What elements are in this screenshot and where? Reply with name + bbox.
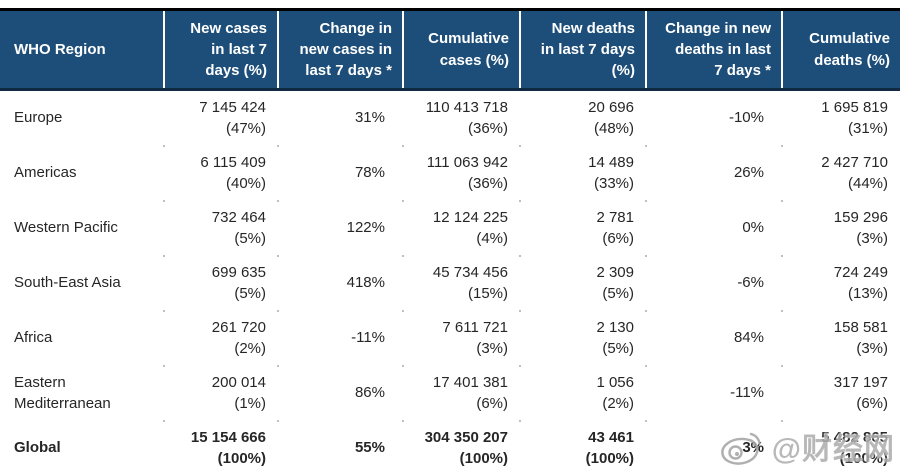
- table-row: Africa 261 720 (2%) -11% 7 611 721 (3%) 2 13…: [0, 310, 900, 366]
- cell-change-new-cases: 55%: [277, 420, 403, 470]
- cell-change-new-deaths: 0%: [645, 200, 782, 256]
- cell-new-deaths: 2 130 (5%): [519, 310, 646, 366]
- cell-new-cases: 15 154 666 (100%): [163, 420, 278, 470]
- cell-new-deaths: 14 489 (33%): [519, 145, 646, 201]
- cell-cumulative-deaths: 2 427 710 (44%): [781, 145, 900, 201]
- cell-new-deaths: 2 781 (6%): [519, 200, 646, 256]
- cell-change-new-deaths: 84%: [645, 310, 782, 366]
- cell-new-cases: 200 014 (1%): [163, 365, 278, 421]
- cell-cumulative-deaths: 1 695 819 (31%): [821, 99, 888, 137]
- table-row: Americas 6 115 409 (40%) 78% 111 063 942 (3…: [0, 145, 900, 201]
- cell-cumulative-deaths: 158 581 (3%): [781, 310, 900, 366]
- cell-cumulative-cases: 110 413 718 (36%): [425, 99, 508, 137]
- cell-region: Africa: [14, 329, 53, 347]
- table-row: Western Pacific 732 464 (5%) 122% 12 124 22…: [0, 200, 900, 256]
- column-header-cumulative-deaths: Cumulative deaths (%): [781, 8, 900, 91]
- who-region-data-table: WHO Region New cases in last 7 days (%) Ch…: [0, 8, 900, 470]
- cell-new-deaths: 20 696 (48%): [588, 99, 634, 137]
- cell-new-deaths: 2 309 (5%): [519, 255, 646, 311]
- column-header-who-region: WHO Region: [0, 8, 164, 91]
- cell-new-cases: 732 464 (5%): [163, 200, 278, 256]
- cell-region: Americas: [14, 164, 77, 182]
- table-row: Global 15 154 666 (100%) 55% 304 350 207 (1…: [0, 420, 900, 470]
- cell-change-new-deaths: 3%: [645, 420, 782, 470]
- column-header-cumulative-cases: Cumulative cases (%): [402, 8, 520, 91]
- cell-cumulative-deaths: 724 249 (13%): [781, 255, 900, 311]
- cell-change-new-cases: 31%: [354, 109, 385, 127]
- table-row: South-East Asia 699 635 (5%) 418% 45 734 45…: [0, 255, 900, 311]
- cell-new-cases: 699 635 (5%): [163, 255, 278, 311]
- cell-change-new-cases: 86%: [277, 365, 403, 421]
- table-body: Europe 7 145 424 (47%) 31% 110 413 718 (36%…: [0, 90, 900, 470]
- column-header-new-cases: New cases in last 7 days (%): [163, 8, 278, 91]
- cell-new-cases: 261 720 (2%): [163, 310, 278, 366]
- cell-new-deaths: 43 461 (100%): [519, 420, 646, 470]
- cell-cumulative-cases: 12 124 225 (4%): [402, 200, 520, 256]
- table-row: Eastern Mediterranean 200 014 (1%) 86% 17 4…: [0, 365, 900, 421]
- cell-new-cases: 7 145 424 (47%): [199, 99, 266, 137]
- cell-cumulative-cases: 17 401 381 (6%): [402, 365, 520, 421]
- cell-region: Europe: [14, 109, 63, 127]
- cell-new-deaths: 1 056 (2%): [519, 365, 646, 421]
- cell-new-cases: 6 115 409 (40%): [163, 145, 278, 201]
- cell-cumulative-cases: 7 611 721 (3%): [402, 310, 520, 366]
- column-header-change-new-deaths: Change in new deaths in last 7 days *: [645, 8, 782, 91]
- cell-region: Global: [14, 439, 61, 457]
- column-header-change-new-cases: Change in new cases in last 7 days *: [277, 8, 403, 91]
- cell-change-new-cases: 418%: [277, 255, 403, 311]
- cell-change-new-cases: -11%: [277, 310, 403, 366]
- table-header-row: WHO Region New cases in last 7 days (%) Ch…: [0, 8, 900, 91]
- column-header-new-deaths: New deaths in last 7 days (%): [519, 8, 646, 91]
- cell-cumulative-cases: 111 063 942 (36%): [402, 145, 520, 201]
- cell-change-new-deaths: -6%: [645, 255, 782, 311]
- cell-cumulative-cases: 304 350 207 (100%): [402, 420, 520, 470]
- cell-change-new-cases: 122%: [277, 200, 403, 256]
- cell-change-new-cases: 78%: [277, 145, 403, 201]
- cell-change-new-deaths: -10%: [728, 109, 764, 127]
- cell-region: Western Pacific: [14, 219, 118, 237]
- cell-cumulative-deaths: 317 197 (6%): [781, 365, 900, 421]
- cell-region: South-East Asia: [14, 274, 121, 292]
- table-row: Europe 7 145 424 (47%) 31% 110 413 718 (36%…: [0, 90, 900, 147]
- cell-change-new-deaths: -11%: [645, 365, 782, 421]
- cell-cumulative-deaths: 5 482 865 (100%): [781, 420, 900, 470]
- cell-region: Eastern Mediterranean: [14, 374, 111, 412]
- cell-cumulative-cases: 45 734 456 (15%): [402, 255, 520, 311]
- cell-change-new-deaths: 26%: [645, 145, 782, 201]
- cell-cumulative-deaths: 159 296 (3%): [781, 200, 900, 256]
